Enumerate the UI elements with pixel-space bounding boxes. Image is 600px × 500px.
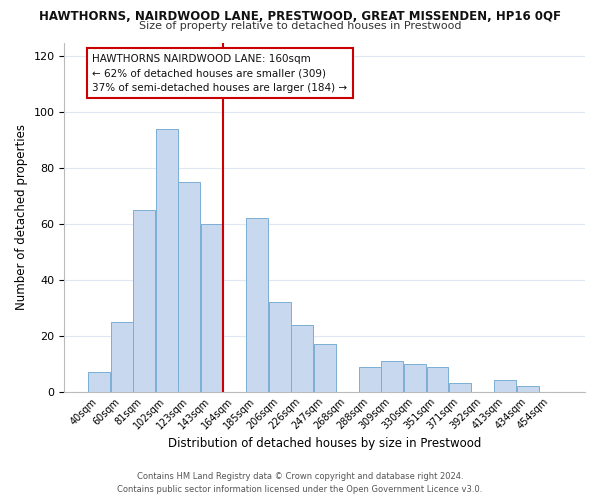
Bar — [449, 384, 471, 392]
Bar — [291, 324, 313, 392]
Bar — [88, 372, 110, 392]
Text: Contains HM Land Registry data © Crown copyright and database right 2024.
Contai: Contains HM Land Registry data © Crown c… — [118, 472, 482, 494]
Bar — [178, 182, 200, 392]
Bar — [314, 344, 335, 392]
Y-axis label: Number of detached properties: Number of detached properties — [15, 124, 28, 310]
Bar — [427, 366, 448, 392]
Bar — [133, 210, 155, 392]
Bar — [359, 366, 381, 392]
Bar — [517, 386, 539, 392]
Bar — [269, 302, 290, 392]
Bar — [201, 224, 223, 392]
Bar — [382, 361, 403, 392]
X-axis label: Distribution of detached houses by size in Prestwood: Distribution of detached houses by size … — [168, 437, 481, 450]
Bar — [494, 380, 516, 392]
Bar — [156, 129, 178, 392]
Bar — [404, 364, 426, 392]
Text: HAWTHORNS, NAIRDWOOD LANE, PRESTWOOD, GREAT MISSENDEN, HP16 0QF: HAWTHORNS, NAIRDWOOD LANE, PRESTWOOD, GR… — [39, 10, 561, 23]
Text: Size of property relative to detached houses in Prestwood: Size of property relative to detached ho… — [139, 21, 461, 31]
Bar — [246, 218, 268, 392]
Text: HAWTHORNS NAIRDWOOD LANE: 160sqm
← 62% of detached houses are smaller (309)
37% : HAWTHORNS NAIRDWOOD LANE: 160sqm ← 62% o… — [92, 54, 347, 94]
Bar — [110, 322, 133, 392]
